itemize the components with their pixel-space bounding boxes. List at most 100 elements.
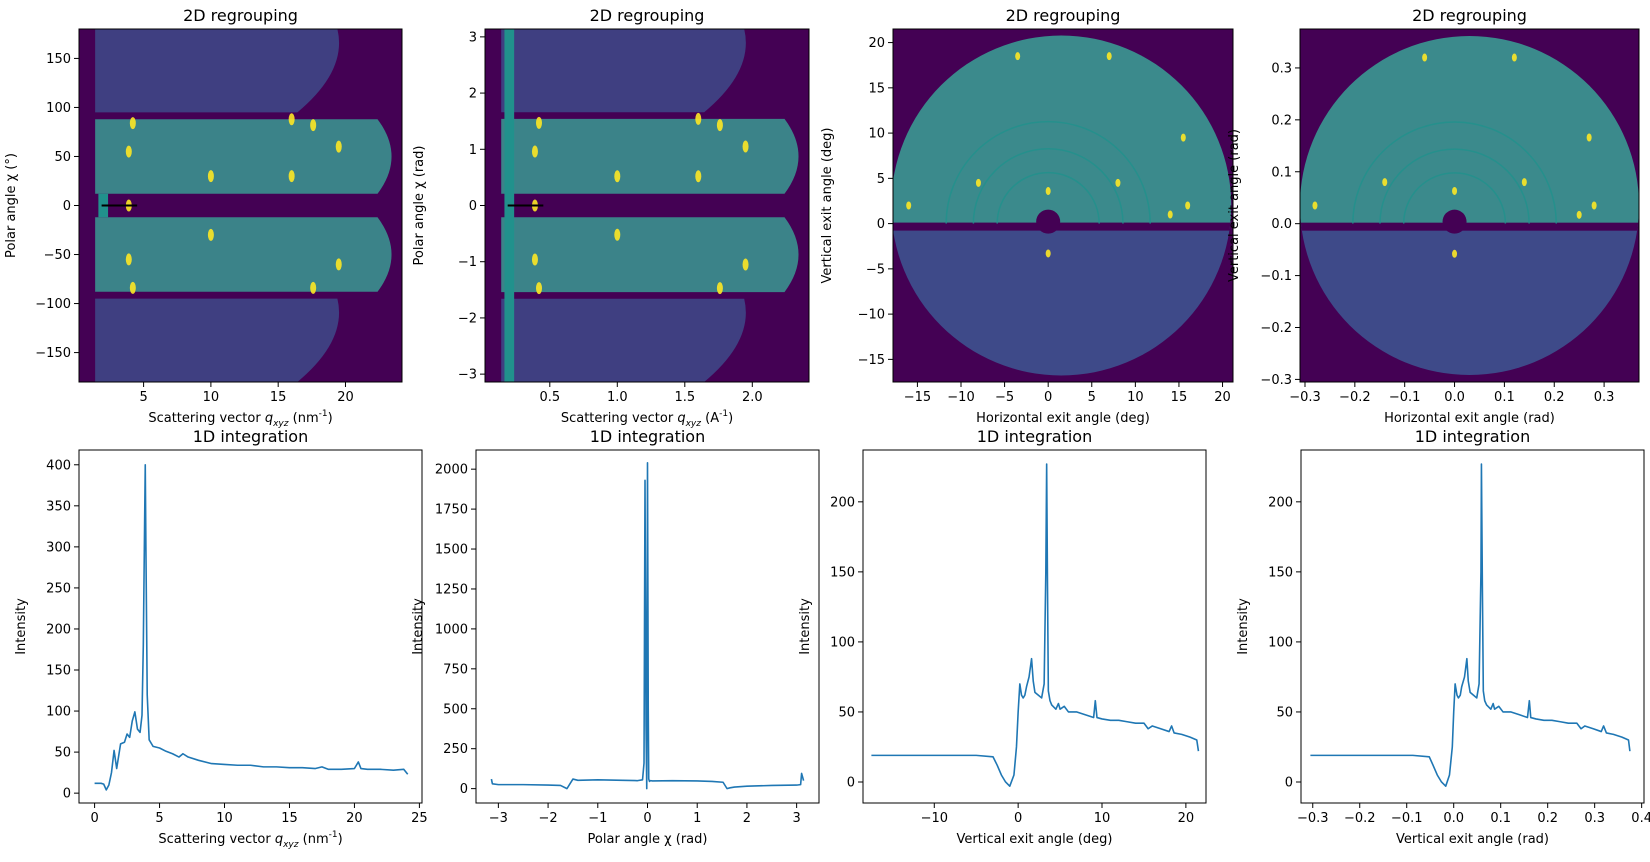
- x-tick-label: 3: [792, 811, 800, 826]
- x-tick-label: 5: [139, 390, 147, 405]
- bragg-peak: [536, 116, 542, 129]
- y-tick-label: −1: [458, 255, 477, 270]
- bragg-peak: [1422, 53, 1428, 62]
- horizon-band: [1300, 222, 1639, 231]
- x-tick-label: 0.2: [1537, 811, 1558, 826]
- series-line: [1310, 463, 1631, 787]
- x-tick-label: 0: [1014, 811, 1022, 826]
- y-tick-label: −50: [44, 248, 71, 263]
- bragg-peak: [1015, 52, 1021, 61]
- image-area: [1300, 29, 1639, 382]
- x-tick-label: 0.1: [1490, 811, 1511, 826]
- x-tick-label: 2: [743, 811, 751, 826]
- y-tick-label: 0.0: [1271, 217, 1292, 232]
- bragg-peak: [695, 170, 702, 183]
- panel-title: 1D integration: [193, 427, 308, 446]
- x-tick-label: −10: [921, 811, 948, 826]
- x-tick-label: −0.1: [1389, 390, 1421, 405]
- y-tick-label: −0.1: [1260, 269, 1292, 284]
- y-tick-label: 1250: [435, 582, 468, 597]
- x-tick-label: 0.4: [1631, 811, 1650, 826]
- x-tick-label: 0.1: [1494, 390, 1515, 405]
- debye-ring: [1402, 172, 1507, 224]
- x-tick-label: −0.2: [1339, 390, 1371, 405]
- y-tick-label: 350: [46, 499, 71, 514]
- y-tick-label: 1750: [435, 503, 468, 518]
- y-axis-label: Intensity: [14, 598, 29, 655]
- y-tick-label: 50: [54, 746, 71, 761]
- y-tick-label: 0: [847, 775, 855, 790]
- axes-frame: [78, 449, 423, 804]
- detector-band: [95, 119, 392, 194]
- bragg-peak: [1115, 178, 1121, 187]
- y-tick-label: 1: [469, 143, 477, 158]
- y-axis-label: Polar angle χ (rad): [412, 146, 427, 266]
- y-axis-label: Vertical exit angle (rad): [1227, 129, 1242, 282]
- x-tick-label: −0.1: [1391, 811, 1423, 826]
- x-tick-label: −2: [538, 811, 557, 826]
- series-line: [871, 463, 1200, 787]
- y-tick-label: 150: [46, 52, 71, 67]
- bragg-peak: [695, 112, 702, 125]
- y-tick-label: 200: [830, 495, 855, 510]
- image-area: [893, 29, 1233, 382]
- bragg-peak: [335, 258, 342, 271]
- x-tick-label: 0.0: [1444, 390, 1465, 405]
- y-tick-label: 100: [46, 101, 71, 116]
- x-tick-label: 0.3: [1584, 811, 1605, 826]
- x-tick-label: −5: [995, 390, 1014, 405]
- beamstop: [1036, 209, 1061, 234]
- y-tick-label: −100: [35, 297, 71, 312]
- bragg-peak: [129, 281, 136, 294]
- y-tick-label: 50: [1276, 705, 1293, 720]
- bragg-peak: [906, 201, 912, 210]
- y-tick-label: −3: [458, 368, 477, 383]
- axes-frame: [1300, 449, 1645, 804]
- detector-band: [501, 29, 746, 113]
- bragg-peak: [975, 178, 981, 187]
- x-tick-label: 20: [337, 390, 354, 405]
- y-tick-label: 250: [46, 581, 71, 596]
- detector-band: [501, 118, 799, 194]
- y-tick-label: 50: [838, 705, 855, 720]
- y-tick-label: 200: [1268, 495, 1293, 510]
- panel-title: 2D regrouping: [590, 6, 705, 25]
- panel-title: 1D integration: [590, 427, 705, 446]
- bragg-peak: [310, 119, 317, 132]
- x-axis-label: Polar angle χ (rad): [588, 832, 708, 847]
- bragg-peak: [716, 119, 723, 132]
- bragg-peak: [614, 170, 621, 183]
- y-tick-label: 2: [469, 87, 477, 102]
- x-tick-label: −1: [588, 811, 607, 826]
- y-tick-label: 0: [63, 199, 71, 214]
- x-tick-label: −15: [904, 390, 931, 405]
- x-axis-label: Horizontal exit angle (deg): [976, 411, 1150, 426]
- detector-band: [95, 29, 340, 113]
- bragg-peak: [1586, 133, 1592, 142]
- x-tick-label: 0: [1044, 390, 1052, 405]
- debye-ring: [1352, 121, 1557, 224]
- debye-ring: [1379, 148, 1530, 224]
- y-tick-label: 0: [1285, 775, 1293, 790]
- detector-band: [501, 217, 799, 293]
- panel-8: −0.3 −0.2 −0.1 0.0 0.1 0.2 0.3 0.4 0 50 100 150 200 1…: [1236, 427, 1650, 847]
- x-tick-label: 10: [216, 811, 233, 826]
- y-tick-label: 100: [830, 635, 855, 650]
- y-tick-label: −150: [35, 346, 71, 361]
- y-tick-label: 150: [46, 664, 71, 679]
- y-tick-label: −5: [866, 262, 885, 277]
- x-axis-label: Horizontal exit angle (rad): [1384, 411, 1555, 426]
- series-line: [490, 461, 805, 790]
- y-tick-label: 20: [868, 36, 885, 51]
- x-tick-label: 0.0: [1443, 811, 1464, 826]
- y-axis-label: Intensity: [411, 598, 426, 655]
- x-axis-label: Scattering vector qxyz (nm-1): [148, 409, 332, 429]
- panel-2: 0.5 1.0 1.5 2.0 −3 −2 −1 0 1 2 3 2D regrouping Scatt…: [412, 6, 810, 429]
- y-tick-label: 150: [1268, 565, 1293, 580]
- bragg-peak: [125, 253, 132, 266]
- y-tick-label: 200: [46, 622, 71, 637]
- bragg-peak: [1045, 187, 1051, 196]
- x-tick-label: 15: [270, 390, 287, 405]
